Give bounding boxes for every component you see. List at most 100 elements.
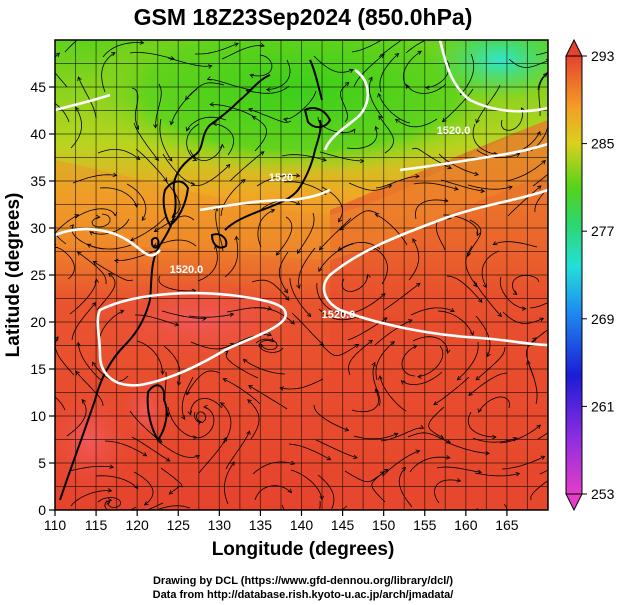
streamline [353,433,398,440]
streamline-arrowhead [75,370,80,376]
streamline [97,149,141,160]
streamline [101,52,116,93]
streamline-arrowhead [222,436,227,442]
streamline [481,250,500,288]
streamline [499,424,541,444]
streamline [378,115,395,154]
streamline [153,239,197,247]
streamline-arrowhead [339,225,345,231]
streamline [351,388,380,413]
y-axis-ticks: 0 5 10 15 20 25 30 35 40 45 [30,79,55,518]
streamline [291,312,324,346]
streamline [248,108,292,123]
streamline [186,116,227,132]
streamline [475,346,506,381]
contour-japan [199,188,331,212]
streamline [78,342,102,381]
streamline [92,361,129,382]
streamline [190,397,223,415]
streamline [472,123,498,155]
streamline [102,42,144,58]
streamline-arrowhead [400,380,406,385]
x-axis-label: Longitude (degrees) [212,539,395,560]
streamline [160,467,184,495]
streamline-arrowhead [468,391,473,396]
streamline [193,411,207,423]
streamline [371,468,388,503]
x-tick-label: 140 [290,517,314,533]
streamline [288,443,331,461]
streamline [317,116,356,134]
streamline [442,88,474,122]
streamline [278,251,289,294]
streamline-arrowhead [242,358,248,364]
streamline-arrowhead [74,214,80,219]
streamline-arrowhead [454,186,459,191]
streamline [351,40,383,53]
streamline-arrowhead [541,160,546,165]
streamline [197,245,218,282]
streamline-arrowhead [477,408,482,414]
streamline-arrowhead [249,73,255,79]
streamline [253,307,295,325]
streamline [154,215,195,232]
streamline-arrowhead [160,370,165,375]
streamline-arrowhead [374,213,380,218]
streamline-arrowhead [366,273,371,279]
colorbar-tick-label: 269 [591,311,615,327]
streamline-arrowhead [351,128,356,134]
streamline-arrowhead [557,177,561,181]
streamline-arrowhead [76,251,82,256]
streamline [136,340,163,375]
wind-streamlines [55,31,561,510]
streamline [499,276,526,310]
streamline-arrowhead [219,143,225,149]
streamline-arrowhead [476,231,481,237]
streamline-arrowhead [477,469,483,475]
streamline-arrowhead [433,401,438,406]
streamline [170,88,198,125]
streamline-arrowhead [96,214,101,220]
streamline-arrowhead [69,224,74,229]
streamline-arrowhead [412,238,417,243]
streamline [527,360,538,405]
streamline [78,76,97,119]
streamline-arrowhead [176,381,182,387]
streamline-arrowhead [134,203,139,208]
streamline-arrowhead [412,31,416,34]
streamline-arrowhead [112,172,118,177]
streamline-arrowhead [247,399,252,404]
streamline-arrowhead [368,76,373,82]
streamline [401,345,418,377]
streamline-arrowhead [295,173,301,178]
streamline-arrowhead [245,88,251,94]
streamline-arrowhead [240,178,246,184]
japan-honshu-coast [224,119,322,231]
streamline [436,466,482,473]
streamline [255,338,278,351]
streamline-arrowhead [109,464,115,469]
streamline [440,179,485,192]
streamline [163,345,181,386]
colorbar-tick-label: 277 [591,223,615,239]
streamline [131,436,171,462]
streamline-arrowhead [473,282,478,288]
streamline [434,479,461,504]
streamline-arrowhead [153,227,159,233]
streamline [276,216,293,256]
streamline-arrowhead [295,201,301,206]
streamline [158,275,196,292]
streamline-arrowhead [338,217,343,223]
streamline [406,83,447,94]
streamline-arrowhead [230,461,235,466]
streamline-arrowhead [129,237,135,242]
streamline-arrowhead [107,488,113,493]
streamline [345,293,386,315]
streamline [181,376,194,420]
streamline-arrowhead [540,455,546,460]
streamline-arrowhead [187,410,192,416]
colorbar: 293 285 277 269 261 253 [565,38,615,512]
streamline [508,58,548,68]
streamline [408,238,420,281]
y-tick-label: 35 [30,173,46,189]
